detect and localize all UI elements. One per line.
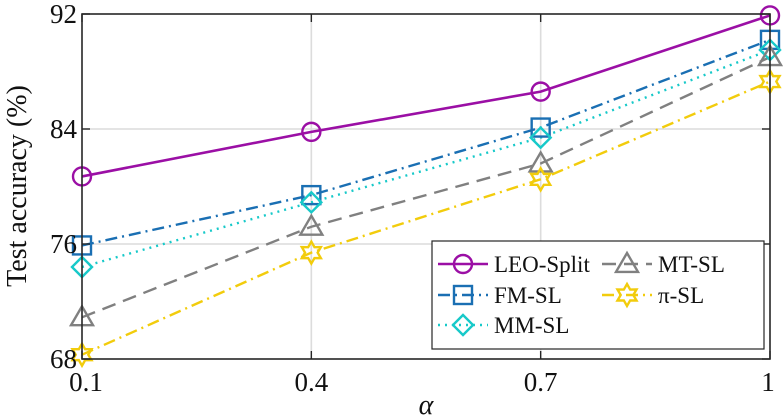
data-point-MT-SL: [527, 150, 554, 173]
y-tick-label: 84: [50, 114, 78, 144]
legend-label-LEO-Split: LEO-Split: [494, 252, 590, 277]
legend-marker-LEO-Split: [452, 253, 474, 275]
legend-marker-MM-SL: [451, 313, 475, 337]
data-point-FM-SL: [530, 117, 551, 138]
x-axis-ticks: 0.1 0.4 0.7 1: [69, 14, 775, 397]
data-point-LEO-Split: [530, 81, 551, 102]
legend-label-π-SL: π-SL: [658, 283, 704, 308]
data-point-π-SL: [70, 341, 94, 369]
series-line-MT-SL: [81, 56, 771, 319]
x-tick-label: 1: [761, 367, 775, 397]
legend-label-MM-SL: MM-SL: [494, 313, 569, 338]
data-point-MM-SL: [528, 125, 553, 150]
y-tick-label: 68: [50, 344, 77, 374]
y-tick-label: 76: [50, 229, 77, 259]
data-point-MM-SL: [299, 190, 324, 215]
data-point-FM-SL: [301, 184, 322, 206]
legend-label-FM-SL: FM-SL: [494, 283, 562, 308]
y-axis-ticks: 68 76 84 92: [50, 0, 770, 374]
series-lines: [81, 14, 771, 356]
legend-marker-FM-SL: [452, 284, 474, 306]
legend: LEO-Split FM-SL MM-SL MT-SL π-SL: [431, 240, 765, 350]
x-axis-title: α: [419, 390, 435, 419]
y-axis-title: Test accuracy (%): [2, 85, 33, 287]
x-tick-label: 0.1: [69, 367, 103, 397]
legend-label-MT-SL: MT-SL: [658, 252, 725, 277]
series-line-π-SL: [81, 80, 771, 356]
legend-marker-MT-SL: [613, 250, 641, 274]
data-point-MT-SL: [298, 213, 325, 236]
y-tick-label: 92: [50, 0, 77, 29]
data-point-LEO-Split: [301, 121, 322, 143]
plot-frame: [81, 13, 771, 360]
data-point-π-SL: [529, 165, 553, 193]
data-point-π-SL: [299, 239, 323, 267]
series-line-FM-SL: [81, 38, 771, 247]
legend-marker-π-SL: [615, 281, 639, 309]
series-line-LEO-Split: [81, 14, 771, 178]
series-line-MM-SL: [81, 48, 771, 269]
x-tick-label: 0.7: [524, 367, 558, 397]
x-tick-label: 0.4: [294, 367, 328, 397]
